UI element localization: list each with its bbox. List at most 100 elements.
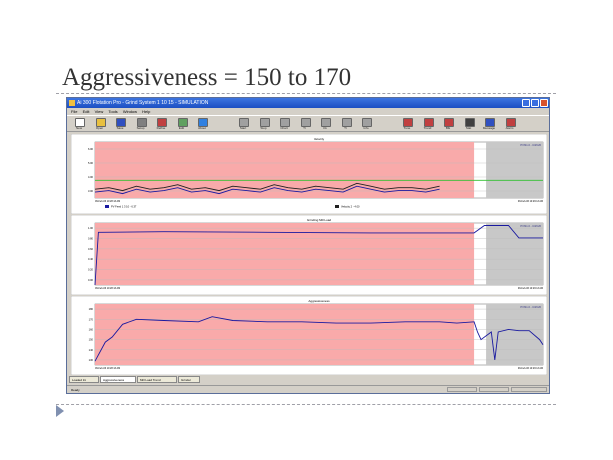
chart-title: Aggressiveness (308, 299, 330, 303)
toolbar-button-tune[interactable]: Tune (399, 117, 415, 131)
y-tick-label: 3.00 (88, 189, 94, 193)
region-label: PV/S1.0 - C3/C26 (520, 143, 541, 147)
y-tick-label: 0.00 (88, 278, 94, 282)
status-bar: Ready (67, 385, 549, 393)
toolbar-tune-icon (403, 118, 413, 127)
toolbar-button-new[interactable]: New (71, 117, 87, 131)
tab-aggressiveness[interactable]: Aggressiveness (100, 376, 136, 383)
y-tick-label: 6.00 (88, 147, 94, 151)
legend-label: Velocity 2 - 4.00 (341, 205, 360, 209)
aggressiveness-chart: Aggressiveness PV/S1.0 - C3/C26 180 170 160 1… (71, 296, 547, 375)
toolbar-button-label: Chart (280, 126, 288, 130)
toolbar-stop-icon (259, 118, 270, 127)
x-end-label: 09-Feb-06 10:29:13 AM (518, 287, 543, 290)
future-region (486, 142, 543, 198)
toolbar-button-edit[interactable]: Edit (174, 117, 190, 131)
toolbar-button-start[interactable]: Start (235, 117, 251, 131)
menu-edit[interactable]: Edit (82, 109, 90, 114)
alarm-region (95, 304, 475, 365)
y-tick-label: 170 (89, 317, 94, 321)
toolbar-button-label: Tune (403, 126, 411, 130)
toolbar-button-label: Define (156, 126, 166, 130)
x-start-label: 09-Feb-06 10:28:13 AM (95, 287, 120, 290)
toolbar-message-icon (485, 118, 495, 127)
series-line-0 (94, 225, 543, 286)
tab-mill-load-trend[interactable]: Mill Load Trend (137, 376, 177, 383)
series-line-1 (94, 182, 440, 192)
toolbar-tr-icon (341, 118, 352, 127)
toolbar-button-label: Setup (136, 126, 145, 130)
toolbar-start-icon (239, 118, 249, 127)
menu-bar: File Edit View Tools Window Help (67, 108, 549, 115)
toolbar-button-label: Stat (465, 126, 472, 130)
menu-help[interactable]: Help (142, 109, 151, 114)
toolbar-alarm-icon (505, 118, 516, 127)
toolbar-button-save[interactable]: Save (112, 117, 128, 131)
toolbar-button-stat[interactable]: Stat (461, 117, 477, 131)
x-start-label: 09-Feb-06 10:28:13 AM (95, 367, 120, 370)
toolbar-button-setup[interactable]: Setup (133, 117, 149, 131)
toolbar-button-label: New (75, 126, 82, 130)
toolbar-about-icon (198, 118, 208, 127)
toolbar-edit-icon (177, 118, 188, 127)
toolbar-button-alarm[interactable]: Alarm (502, 117, 518, 131)
menu-view[interactable]: View (94, 109, 104, 114)
x-start-label: 09-Feb-06 10:28:13 AM (95, 200, 120, 203)
toolbar-button-chart[interactable]: Chart (276, 117, 292, 131)
velocity-chart-panel: Velocity PV/S1.0 - C3/C26 6.00 5.00 4.00 3.00… (71, 134, 547, 214)
toolbar-button-tr[interactable]: Tr (338, 117, 354, 131)
toolbar-button-label: Start (239, 126, 247, 130)
chart-title: Velocity (314, 137, 325, 141)
toolbar-button-label: Message (482, 126, 496, 130)
mill-load-chart-panel: Grinding Mill Load PV/S1.0 - C3/C26 1.00 0.… (71, 215, 547, 295)
toolbar-button-tr[interactable]: Tr (297, 117, 313, 131)
toolbar-button-info[interactable]: Info (358, 117, 374, 131)
y-tick-label: 0.60 (88, 247, 94, 251)
velocity-chart: Velocity PV/S1.0 - C3/C26 6.00 5.00 4.00 3.00… (71, 134, 547, 214)
bullet-arrow-icon (56, 405, 64, 417)
minimize-button[interactable] (522, 99, 530, 107)
toolbar-blk-icon (444, 118, 454, 127)
toolbar-open-icon (95, 118, 106, 127)
menu-window[interactable]: Window (122, 109, 138, 114)
aggressiveness-chart-panel: Aggressiveness PV/S1.0 - C3/C26 180 170 160 1… (71, 296, 547, 375)
y-tick-label: 160 (89, 327, 94, 331)
menu-file[interactable]: File (71, 109, 78, 114)
toolbar-button-about[interactable]: About (194, 117, 210, 131)
toolbar-button-label: Save (116, 126, 124, 130)
top-divider (56, 93, 556, 94)
window-titlebar[interactable]: Ai 300 Flotation Pro - Grind System 1 10… (67, 98, 549, 108)
close-button[interactable] (540, 99, 548, 107)
toolbar-button-stop[interactable]: Stop (256, 117, 272, 131)
toolbar-button-message[interactable]: Message (481, 117, 497, 131)
y-tick-label: 0.40 (88, 257, 94, 261)
toolbar-button-label: Tr (344, 126, 347, 130)
menu-tools[interactable]: Tools (108, 109, 118, 114)
toolbar-setup-icon (136, 118, 147, 127)
status-segment (447, 387, 477, 392)
maximize-button[interactable] (531, 99, 539, 107)
toolbar-button-label: Tr (303, 126, 306, 130)
toolbar-button-trend[interactable]: Trend (420, 117, 436, 131)
window-title: Ai 300 Flotation Pro - Grind System 1 10… (77, 100, 209, 106)
status-segment (511, 387, 547, 392)
toolbar-button-ov[interactable]: Ov (317, 117, 333, 131)
tab-loaded-ini[interactable]: Loaded Ini (69, 376, 99, 383)
toolbar-save-icon (116, 118, 126, 127)
y-tick-label: 130 (89, 358, 94, 362)
legend-label: PV Feed 1 3 10 - 6.37 (111, 205, 137, 209)
toolbar-button-label: Stop (260, 126, 267, 130)
legend-swatch (105, 205, 109, 208)
x-end-label: 09-Feb-06 10:29:13 AM (518, 200, 543, 203)
toolbar-button-define[interactable]: Define (153, 117, 169, 131)
toolbar-button-label: Blk (445, 126, 451, 130)
bottom-divider (56, 404, 556, 405)
toolbar-button-open[interactable]: Open (92, 117, 108, 131)
app-icon (69, 100, 75, 106)
y-tick-label: 180 (89, 307, 94, 311)
toolbar-button-label: Edit (178, 126, 185, 130)
toolbar-button-label: Alarm (505, 126, 514, 130)
toolbar-button-blk[interactable]: Blk (440, 117, 456, 131)
toolbar-button-label: Info (363, 126, 369, 130)
tab-grinder[interactable]: Grinder (178, 376, 200, 383)
